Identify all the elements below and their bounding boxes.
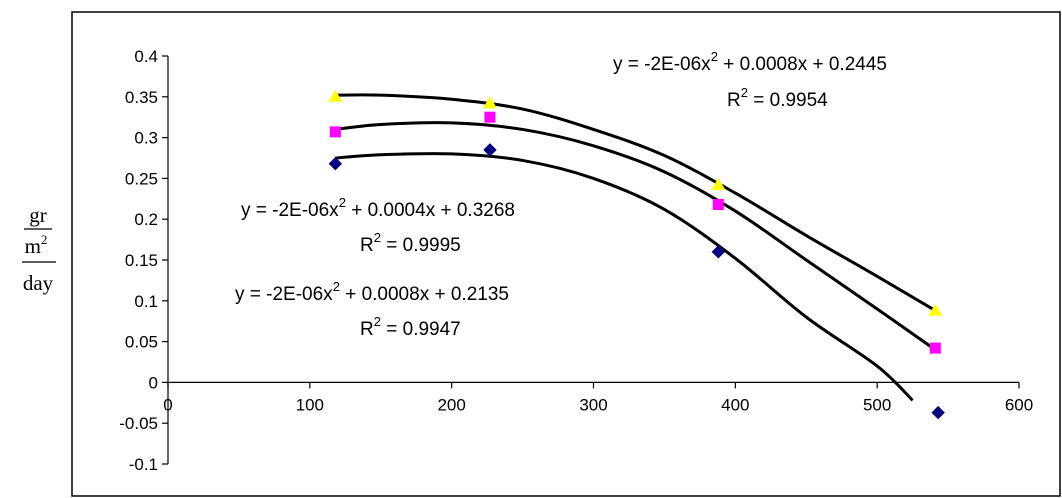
diamond-marker (711, 245, 726, 259)
trendline-equation: y = -2E-06x2 + 0.0004x + 0.3268 (241, 195, 515, 221)
chart-area-border (71, 11, 1061, 497)
trendline-equation: y = -2E-06x2 + 0.0008x + 0.2445 (613, 49, 887, 75)
trendline-equations: y = -2E-06x2 + 0.0008x + 0.2135 R2 = 0.99… (235, 49, 887, 340)
triangle-marker (928, 303, 943, 316)
trendline-2 (335, 121, 937, 351)
trendline-equation: y = -2E-06x2 + 0.0008x + 0.2135 (235, 279, 509, 305)
trendline-r-squared: R2 = 0.9995 (360, 230, 461, 256)
y-tick-label: 0.3 (134, 129, 158, 148)
diamond-marker (328, 157, 343, 171)
y-tick-label: 0.2 (134, 210, 158, 229)
y-tick-label: 0 (149, 373, 158, 392)
y-tick-label: 0.25 (125, 169, 158, 188)
trendline-r-squared: R2 = 0.9947 (360, 314, 461, 340)
y-axis-label: gr m2 day (22, 203, 56, 295)
trendline-3 (335, 93, 937, 312)
y-tick-label: -0.05 (119, 414, 158, 433)
diamond-marker (483, 143, 497, 157)
square-marker (484, 111, 496, 123)
x-tick-label: 400 (721, 395, 749, 414)
y-tick-label: 0.15 (125, 251, 158, 270)
triangle-marker (482, 96, 497, 109)
data-markers (328, 89, 945, 420)
square-marker (929, 342, 941, 354)
square-marker (329, 126, 341, 138)
trendline-1 (335, 152, 914, 402)
y-tick-label: 0.4 (134, 47, 158, 66)
x-tick-label: 300 (579, 395, 607, 414)
triangle-marker (328, 89, 343, 102)
x-tick-label: 100 (296, 395, 324, 414)
x-tick-label: 0 (163, 395, 172, 414)
y-tick-label: -0.1 (129, 455, 158, 474)
y-tick-label: 0.35 (125, 88, 158, 107)
y-tick-label: 0.1 (134, 292, 158, 311)
y-tick-label: 0.05 (125, 333, 158, 352)
axes: -0.1 -0.05 0 0.05 0.1 0.15 0.2 0.25 0.3 0.35 0.4 0 1… (119, 47, 1033, 474)
y-axis-label-per: day (23, 271, 54, 295)
square-marker (712, 199, 724, 211)
y-axis-label-denominator-exp: 2 (41, 232, 48, 247)
x-tick-label: 600 (1005, 395, 1033, 414)
x-tick-label: 200 (437, 395, 465, 414)
triangle-marker (711, 177, 726, 190)
trend-lines (335, 93, 937, 402)
y-axis-label-denominator-base: m (25, 234, 41, 258)
diamond-marker (931, 405, 945, 420)
y-axis-label-numerator: gr (29, 203, 47, 227)
y-axis-label-denominator: m2 (25, 232, 48, 258)
x-tick-label: 500 (863, 395, 891, 414)
trendline-r-squared: R2 = 0.9954 (727, 85, 828, 111)
